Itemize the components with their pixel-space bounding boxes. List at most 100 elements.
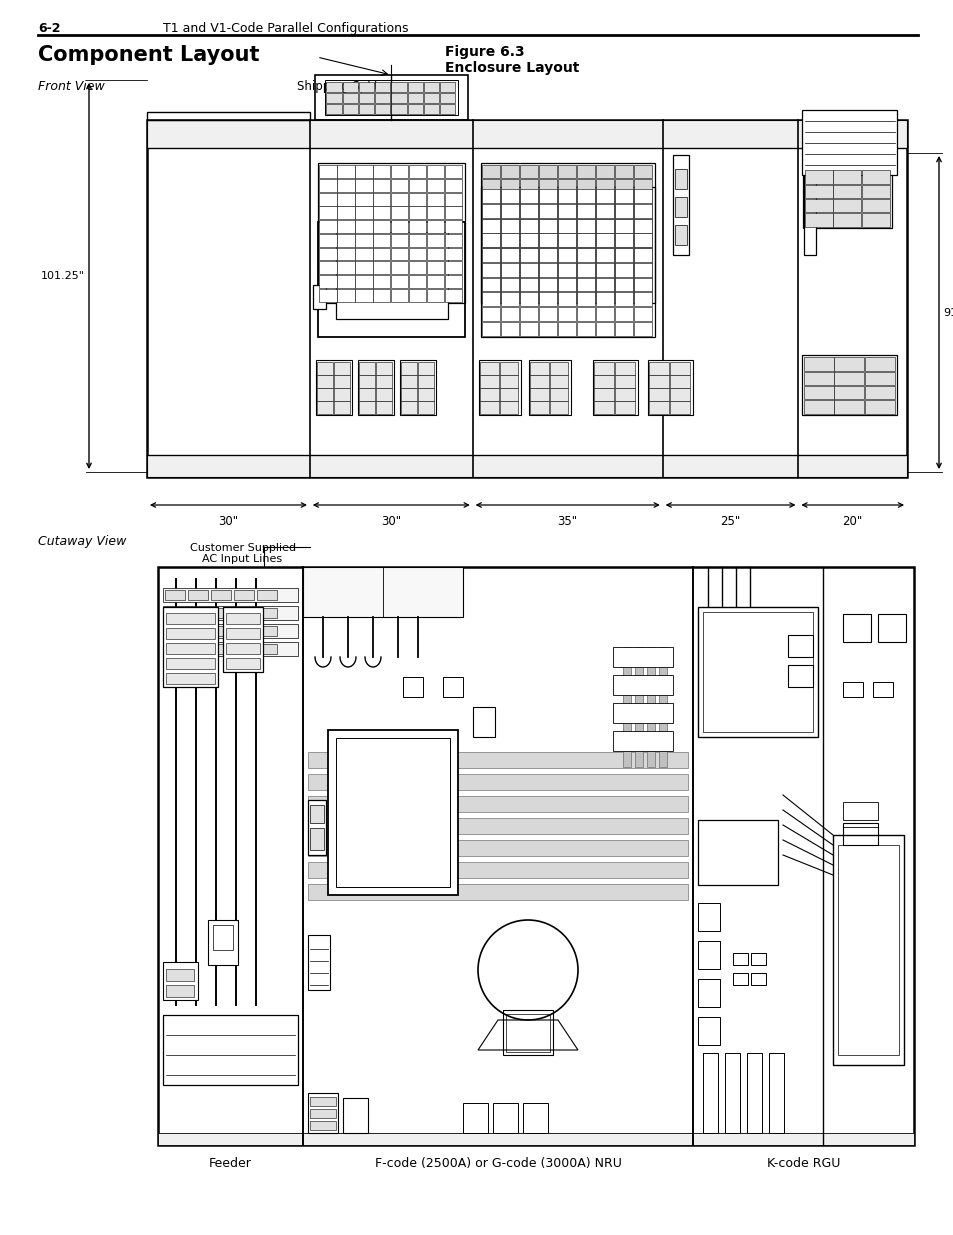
Bar — [439, 104, 455, 114]
Bar — [634, 293, 652, 306]
Bar — [519, 278, 537, 291]
Bar — [615, 248, 633, 262]
Bar — [213, 925, 233, 950]
Bar — [834, 400, 863, 414]
Bar — [596, 165, 614, 178]
Bar — [558, 293, 576, 306]
Bar — [308, 1093, 337, 1132]
Bar — [732, 973, 747, 986]
Bar — [804, 199, 832, 212]
Bar — [211, 643, 231, 655]
Bar — [862, 199, 889, 212]
Bar — [355, 289, 372, 301]
Bar — [391, 165, 408, 178]
Bar — [147, 120, 906, 148]
Bar — [634, 206, 652, 220]
Bar — [702, 613, 812, 732]
Bar — [834, 357, 863, 370]
Bar — [877, 614, 905, 642]
Bar — [499, 362, 517, 374]
Bar — [596, 204, 614, 217]
Bar — [634, 165, 652, 178]
Bar — [842, 614, 870, 642]
Bar — [479, 401, 498, 414]
Bar — [646, 647, 655, 767]
Bar — [596, 206, 614, 220]
Bar — [163, 962, 198, 1000]
Bar — [558, 206, 576, 220]
Bar — [188, 590, 208, 600]
Bar — [226, 629, 260, 638]
Bar — [615, 321, 633, 336]
Bar — [319, 247, 336, 261]
Bar — [481, 233, 500, 247]
Bar — [670, 388, 690, 400]
Bar — [355, 220, 372, 233]
Bar — [373, 220, 390, 233]
Bar — [615, 220, 633, 233]
Bar — [577, 193, 595, 205]
Bar — [634, 308, 652, 321]
Bar — [862, 184, 889, 198]
Bar — [615, 189, 633, 204]
Bar — [481, 321, 500, 336]
Bar — [787, 664, 812, 687]
Bar — [391, 233, 408, 247]
Bar — [493, 1103, 517, 1132]
Bar — [166, 986, 193, 997]
Bar — [445, 206, 462, 220]
Bar — [558, 233, 576, 247]
Bar — [615, 293, 633, 306]
Bar — [538, 321, 557, 336]
Bar — [375, 362, 391, 374]
Bar — [622, 647, 630, 767]
Bar — [423, 93, 438, 103]
Bar — [615, 206, 633, 220]
Bar — [558, 247, 576, 261]
Bar — [319, 261, 336, 274]
Text: 91.5": 91.5" — [942, 308, 953, 317]
Bar — [500, 179, 518, 191]
Bar — [634, 261, 652, 274]
Bar — [165, 643, 185, 655]
Bar — [558, 248, 576, 262]
Bar — [500, 206, 518, 220]
Bar — [634, 321, 652, 336]
Bar — [549, 375, 568, 388]
Bar — [519, 233, 537, 247]
Bar — [500, 248, 518, 262]
Bar — [481, 248, 500, 262]
Bar — [375, 104, 390, 114]
Bar — [833, 214, 861, 226]
Bar — [596, 263, 614, 277]
Bar — [538, 206, 557, 220]
Bar — [357, 359, 394, 415]
Bar — [519, 204, 537, 217]
Bar — [577, 289, 595, 301]
Bar — [801, 354, 896, 415]
Bar — [391, 83, 406, 93]
Bar — [500, 263, 518, 277]
Bar — [391, 104, 406, 114]
Bar — [558, 233, 576, 247]
Bar — [519, 179, 537, 191]
Bar — [308, 818, 687, 834]
Bar — [615, 165, 633, 178]
Bar — [596, 308, 614, 321]
Bar — [256, 643, 276, 655]
Bar — [163, 606, 297, 620]
Bar — [165, 590, 185, 600]
Bar — [233, 608, 253, 618]
Bar — [500, 261, 518, 274]
Bar — [768, 1053, 783, 1132]
Bar — [402, 677, 422, 697]
Bar — [594, 375, 614, 388]
Bar — [724, 1053, 740, 1132]
Bar — [635, 647, 642, 767]
Bar — [698, 1016, 720, 1045]
Bar — [308, 840, 687, 856]
Bar — [226, 643, 260, 655]
Bar — [558, 321, 576, 336]
Bar — [401, 388, 416, 400]
Bar — [427, 193, 444, 205]
